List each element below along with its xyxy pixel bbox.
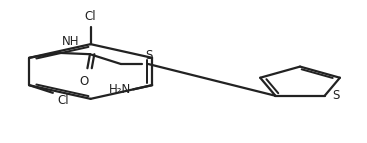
Text: O: O (80, 75, 89, 88)
Text: S: S (146, 49, 153, 62)
Text: Cl: Cl (85, 10, 97, 23)
Text: Cl: Cl (57, 94, 69, 107)
Text: H₂N: H₂N (109, 83, 131, 96)
Text: NH: NH (62, 35, 79, 48)
Text: S: S (333, 89, 340, 102)
